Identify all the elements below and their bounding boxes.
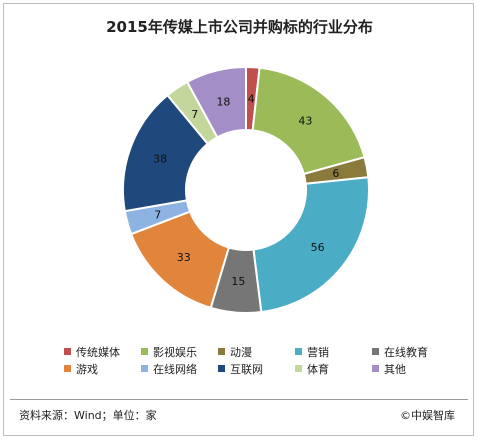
chart-title: 2015年传媒上市公司并购标的行业分布 xyxy=(106,18,373,36)
data-label-0: 4 xyxy=(248,93,255,106)
legend-label: 体育 xyxy=(307,362,329,376)
legend-item-8: 体育 xyxy=(295,361,372,377)
data-label-8: 7 xyxy=(191,108,198,121)
legend-label: 传统媒体 xyxy=(76,345,120,359)
legend-row-1: 传统媒体 影视娱乐 动漫 营销 在线教育 xyxy=(64,343,454,360)
brand-credit: ©中娱智库 xyxy=(400,409,455,422)
legend-item-5: 游戏 xyxy=(64,361,141,377)
legend-swatch xyxy=(218,365,225,372)
legend-swatch xyxy=(218,348,225,355)
data-label-6: 7 xyxy=(154,208,161,221)
labels-group: 4 43 6 56 15 33 7 38 7 18 xyxy=(153,93,339,289)
legend-label: 营销 xyxy=(307,345,329,359)
legend-swatch xyxy=(141,348,148,355)
legend-row-2: 游戏 在线网络 互联网 体育 其他 xyxy=(64,360,454,377)
legend-label: 游戏 xyxy=(76,362,98,376)
legend-label: 动漫 xyxy=(230,345,252,359)
legend-item-9: 其他 xyxy=(372,361,449,377)
source-note: 资料来源：Wind；单位：家 xyxy=(19,409,157,422)
legend-item-1: 影视娱乐 xyxy=(141,344,218,360)
data-label-9: 18 xyxy=(216,95,230,108)
slice-9 xyxy=(185,65,247,139)
legend-label: 在线网络 xyxy=(153,362,197,376)
legend-label: 互联网 xyxy=(230,362,263,376)
data-label-7: 38 xyxy=(153,152,167,165)
chart-frame xyxy=(3,3,474,436)
footer-divider xyxy=(10,399,468,400)
legend: 传统媒体 影视娱乐 动漫 营销 在线教育 游戏 在线网络 互联网 体育 其他 xyxy=(64,343,454,377)
data-label-2: 6 xyxy=(332,167,339,180)
legend-item-3: 营销 xyxy=(295,344,372,360)
slices-group xyxy=(122,65,370,314)
legend-item-4: 在线教育 xyxy=(372,344,449,360)
data-label-5: 33 xyxy=(177,251,191,264)
legend-swatch xyxy=(295,365,302,372)
legend-swatch xyxy=(372,348,379,355)
legend-item-2: 动漫 xyxy=(218,344,295,360)
legend-item-7: 互联网 xyxy=(218,361,295,377)
data-label-4: 15 xyxy=(231,275,245,288)
slice-3 xyxy=(252,176,370,314)
legend-label: 在线教育 xyxy=(384,345,428,359)
legend-label: 其他 xyxy=(384,362,406,376)
legend-swatch xyxy=(141,365,148,372)
legend-swatch xyxy=(372,365,379,372)
data-label-3: 56 xyxy=(311,241,325,254)
legend-item-0: 传统媒体 xyxy=(64,344,141,360)
legend-label: 影视娱乐 xyxy=(153,345,197,359)
legend-swatch xyxy=(64,348,71,355)
legend-swatch xyxy=(295,348,302,355)
legend-swatch xyxy=(64,365,71,372)
legend-item-6: 在线网络 xyxy=(141,361,218,377)
data-label-1: 43 xyxy=(298,114,312,127)
